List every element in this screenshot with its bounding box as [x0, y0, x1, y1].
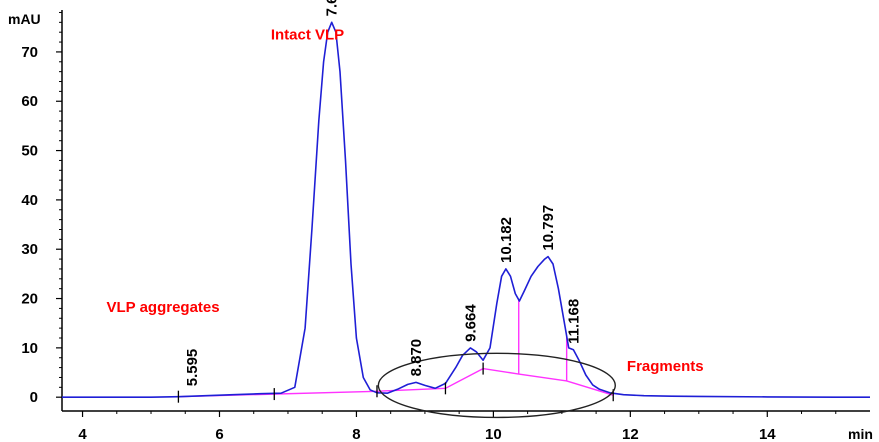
peak-retention-label: 5.595 — [184, 349, 201, 387]
integration-baseline-layer — [178, 300, 613, 397]
y-axis-unit: mAU — [8, 11, 41, 27]
x-tick-label: 4 — [78, 426, 87, 442]
y-tick-label: 70 — [21, 44, 38, 61]
peak-retention-label: 9.664 — [462, 304, 479, 342]
peak-retention-label: 7.638 — [324, 0, 341, 16]
peak-retention-label: 8.870 — [408, 339, 425, 377]
x-tick-label: 10 — [485, 426, 502, 442]
y-tick-label: 30 — [21, 241, 38, 258]
y-tick-label: 40 — [21, 192, 38, 209]
y-tick-label: 50 — [21, 143, 38, 160]
x-tick-label: 8 — [352, 426, 360, 442]
annotation-label: Fragments — [627, 358, 704, 375]
annotation-layer: Intact VLP VLP aggregates Fragments — [107, 27, 704, 375]
x-tick-label: 6 — [215, 426, 223, 442]
axes: mAU min — [8, 10, 873, 442]
x-axis-unit: min — [848, 426, 873, 442]
peak-retention-label: 11.168 — [565, 299, 582, 344]
y-tick-label: 10 — [21, 340, 38, 357]
integration-baseline — [178, 369, 613, 397]
peak-retention-label: 10.182 — [498, 217, 515, 263]
annotation-label: Intact VLP — [271, 27, 344, 44]
peak-label-layer: 5.595 7.638 8.870 9.664 10.182 10.797 11.168 — [184, 0, 583, 386]
y-tick-label: 60 — [21, 93, 38, 110]
y-tick-label: 20 — [21, 291, 38, 308]
peak-retention-label: 10.797 — [540, 205, 557, 251]
annotation-label: VLP aggregates — [107, 299, 220, 316]
y-tick-label: 0 — [30, 389, 38, 406]
x-tick-label: 14 — [759, 426, 776, 442]
tick-layer: 0 10 20 30 40 50 60 70 4 6 8 10 12 14 — [21, 12, 835, 442]
x-tick-label: 12 — [622, 426, 639, 442]
